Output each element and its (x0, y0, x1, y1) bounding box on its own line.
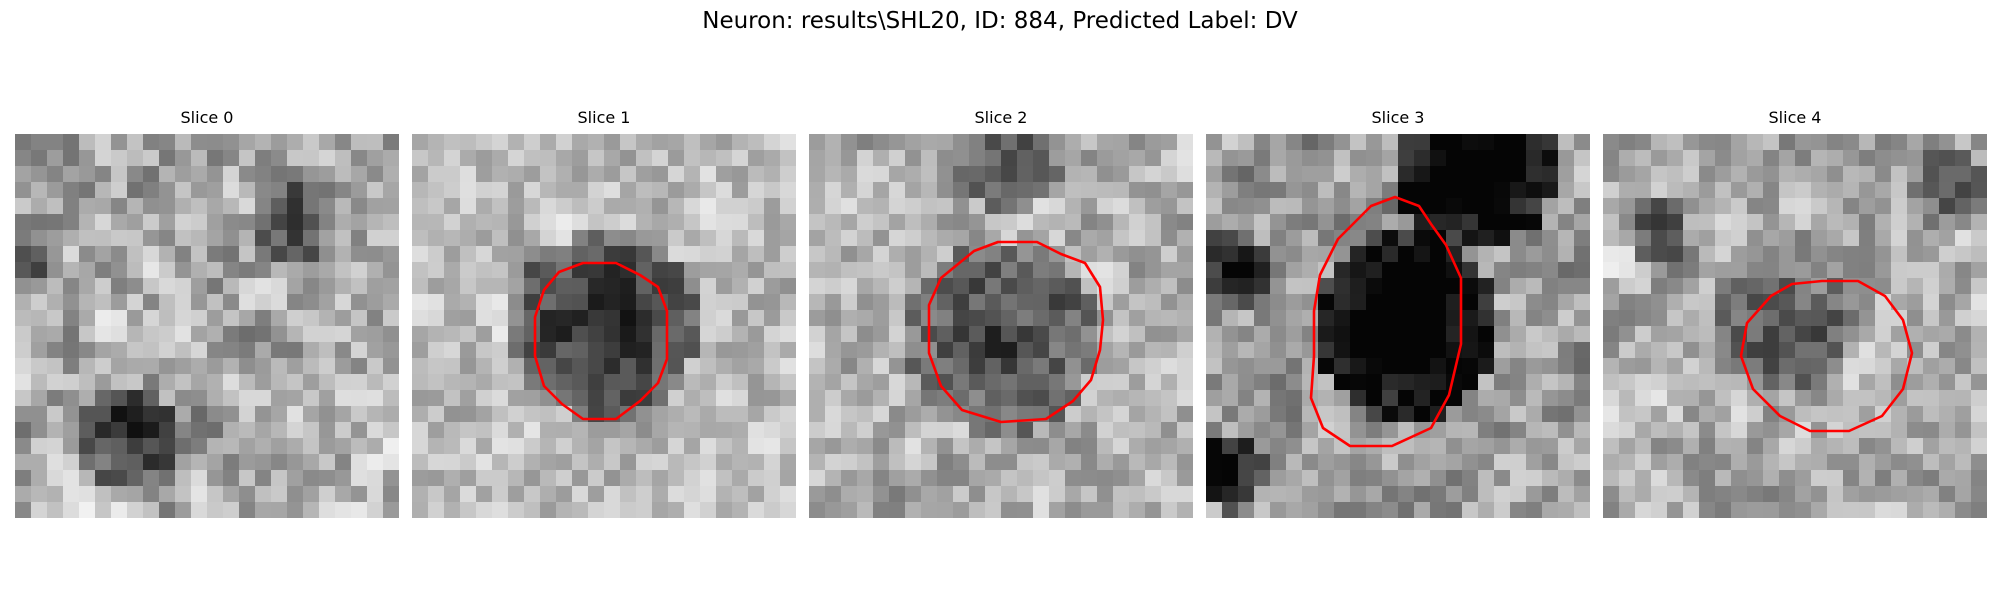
figure-title: Neuron: results\SHL20, ID: 884, Predicte… (702, 8, 1298, 34)
slice-image (1206, 134, 1590, 518)
slice-title: Slice 4 (1768, 108, 1822, 127)
slice-title: Slice 0 (180, 108, 234, 127)
slice-image (15, 134, 399, 518)
slice-title: Slice 2 (974, 108, 1028, 127)
segmentation-contour (1309, 195, 1463, 448)
segmentation-contour (1739, 279, 1914, 433)
slice-image (1603, 134, 1987, 518)
slice-panel-1: Slice 1 (412, 107, 796, 518)
slice-panel-2: Slice 2 (809, 107, 1193, 518)
slice-panel-4: Slice 4 (1603, 107, 1987, 518)
slice-title: Slice 3 (1371, 108, 1425, 127)
slice-panel-3: Slice 3 (1206, 107, 1590, 518)
slice-image (412, 134, 796, 518)
slice-panel-0: Slice 0 (15, 107, 399, 518)
segmentation-contour (927, 240, 1105, 424)
slice-image (809, 134, 1193, 518)
slice-title: Slice 1 (577, 108, 631, 127)
segmentation-contour (533, 261, 669, 421)
